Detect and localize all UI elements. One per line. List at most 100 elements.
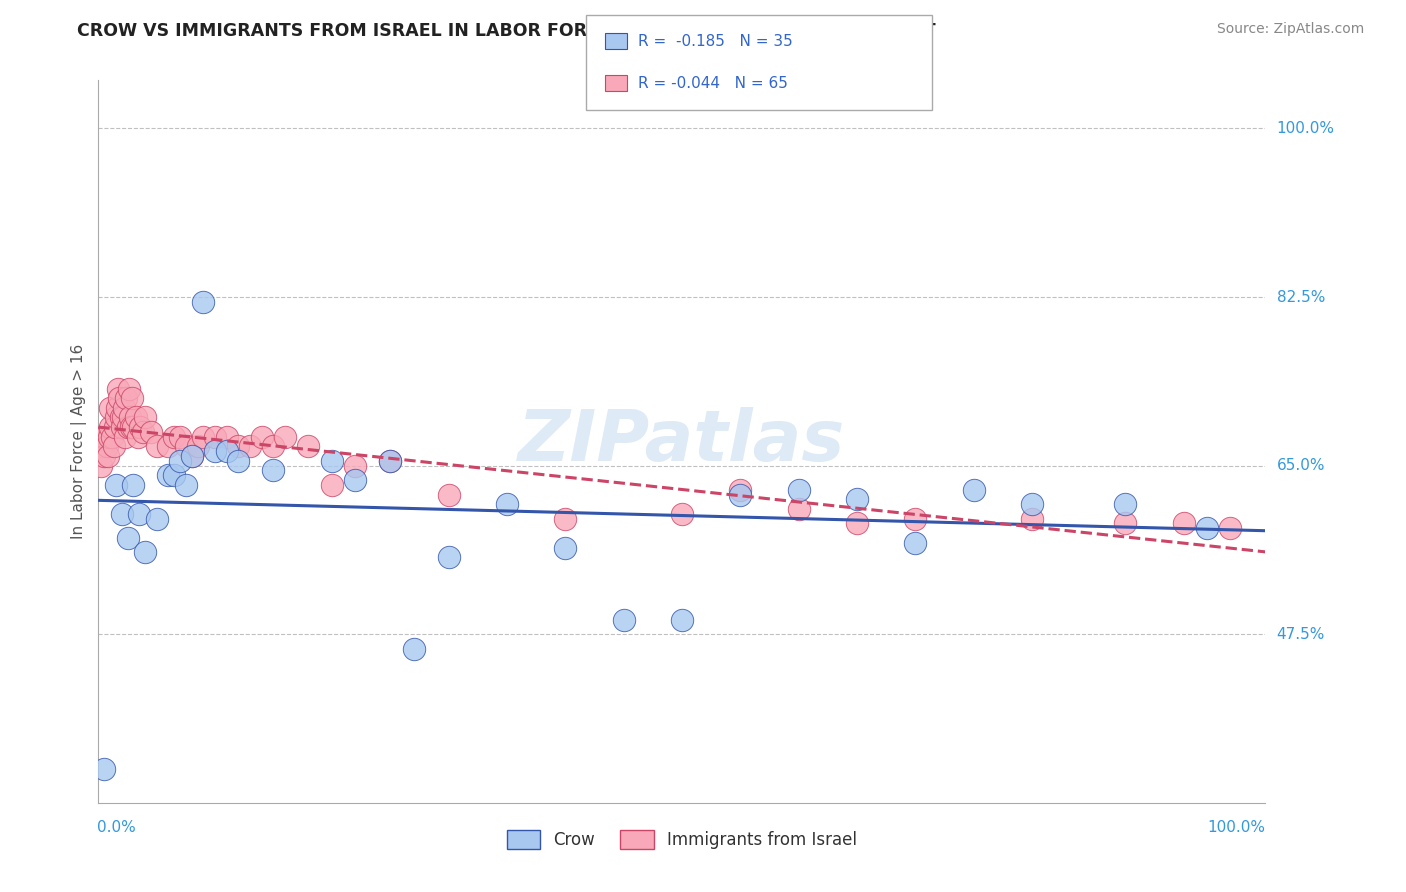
- Point: [554, 511, 576, 525]
- Legend: Crow, Immigrants from Israel: Crow, Immigrants from Israel: [501, 823, 863, 856]
- Point: [107, 382, 129, 396]
- Text: ZIPatlas: ZIPatlas: [519, 407, 845, 476]
- Point: [215, 430, 238, 444]
- Point: [613, 613, 636, 627]
- Point: [111, 507, 134, 521]
- Point: [134, 545, 156, 559]
- Point: [108, 391, 131, 405]
- Point: [111, 420, 134, 434]
- Point: [125, 410, 148, 425]
- Point: [904, 511, 927, 525]
- Point: [169, 454, 191, 468]
- Point: [93, 762, 115, 776]
- Point: [250, 430, 273, 444]
- Point: [1195, 521, 1218, 535]
- Point: [93, 449, 115, 463]
- Point: [169, 430, 191, 444]
- Point: [787, 483, 810, 497]
- Point: [118, 382, 141, 396]
- Text: 0.0%: 0.0%: [97, 820, 136, 835]
- Point: [193, 430, 215, 444]
- Point: [204, 430, 226, 444]
- Point: [111, 410, 134, 425]
- Point: [344, 473, 367, 487]
- Point: [94, 430, 117, 444]
- Point: [437, 550, 460, 565]
- Point: [117, 420, 139, 434]
- Point: [180, 449, 202, 463]
- Point: [554, 541, 576, 555]
- Point: [157, 468, 180, 483]
- Point: [1114, 497, 1136, 511]
- Point: [112, 401, 135, 415]
- Point: [114, 430, 136, 444]
- Point: [1021, 497, 1043, 511]
- Point: [496, 497, 519, 511]
- Point: [730, 483, 752, 497]
- Point: [128, 507, 150, 521]
- Text: CROW VS IMMIGRANTS FROM ISRAEL IN LABOR FORCE | AGE > 16 CORRELATION CHART: CROW VS IMMIGRANTS FROM ISRAEL IN LABOR …: [77, 22, 936, 40]
- Point: [239, 439, 262, 453]
- Point: [134, 410, 156, 425]
- Text: 100.0%: 100.0%: [1208, 820, 1265, 835]
- Point: [962, 483, 984, 497]
- Text: 47.5%: 47.5%: [1277, 627, 1324, 641]
- Point: [97, 449, 120, 463]
- Text: 100.0%: 100.0%: [1277, 121, 1334, 136]
- Point: [104, 478, 127, 492]
- Text: 82.5%: 82.5%: [1277, 290, 1324, 304]
- Point: [1114, 516, 1136, 531]
- Point: [174, 439, 197, 453]
- Point: [846, 516, 869, 531]
- Point: [127, 430, 149, 444]
- Point: [228, 439, 250, 453]
- Point: [437, 487, 460, 501]
- Point: [1219, 521, 1241, 535]
- Point: [98, 420, 121, 434]
- Point: [204, 444, 226, 458]
- Point: [91, 430, 114, 444]
- Point: [90, 439, 112, 453]
- Text: Source: ZipAtlas.com: Source: ZipAtlas.com: [1216, 22, 1364, 37]
- Point: [96, 439, 118, 453]
- Text: 65.0%: 65.0%: [1277, 458, 1324, 473]
- Point: [105, 401, 128, 415]
- Point: [115, 391, 138, 405]
- Point: [228, 454, 250, 468]
- Point: [262, 439, 284, 453]
- Point: [122, 478, 145, 492]
- Point: [97, 430, 120, 444]
- Point: [139, 425, 162, 439]
- Point: [1173, 516, 1195, 531]
- Point: [671, 613, 693, 627]
- Point: [262, 463, 284, 477]
- Y-axis label: In Labor Force | Age > 16: In Labor Force | Age > 16: [72, 344, 87, 539]
- Point: [110, 410, 132, 425]
- Point: [163, 468, 186, 483]
- Point: [132, 425, 155, 439]
- Point: [174, 478, 197, 492]
- Point: [402, 641, 425, 656]
- Point: [90, 458, 112, 473]
- Point: [180, 449, 202, 463]
- Point: [129, 420, 152, 434]
- Point: [104, 410, 127, 425]
- Point: [730, 487, 752, 501]
- Point: [117, 531, 139, 545]
- Point: [146, 439, 169, 453]
- Point: [157, 439, 180, 453]
- Point: [101, 430, 124, 444]
- Point: [193, 294, 215, 309]
- Point: [904, 535, 927, 549]
- Point: [321, 454, 343, 468]
- Point: [297, 439, 319, 453]
- Point: [846, 492, 869, 507]
- Point: [120, 420, 142, 434]
- Point: [122, 420, 145, 434]
- Text: R =  -0.185   N = 35: R = -0.185 N = 35: [638, 35, 793, 49]
- Point: [104, 420, 127, 434]
- Point: [1021, 511, 1043, 525]
- Point: [787, 502, 810, 516]
- Point: [118, 410, 141, 425]
- Point: [146, 511, 169, 525]
